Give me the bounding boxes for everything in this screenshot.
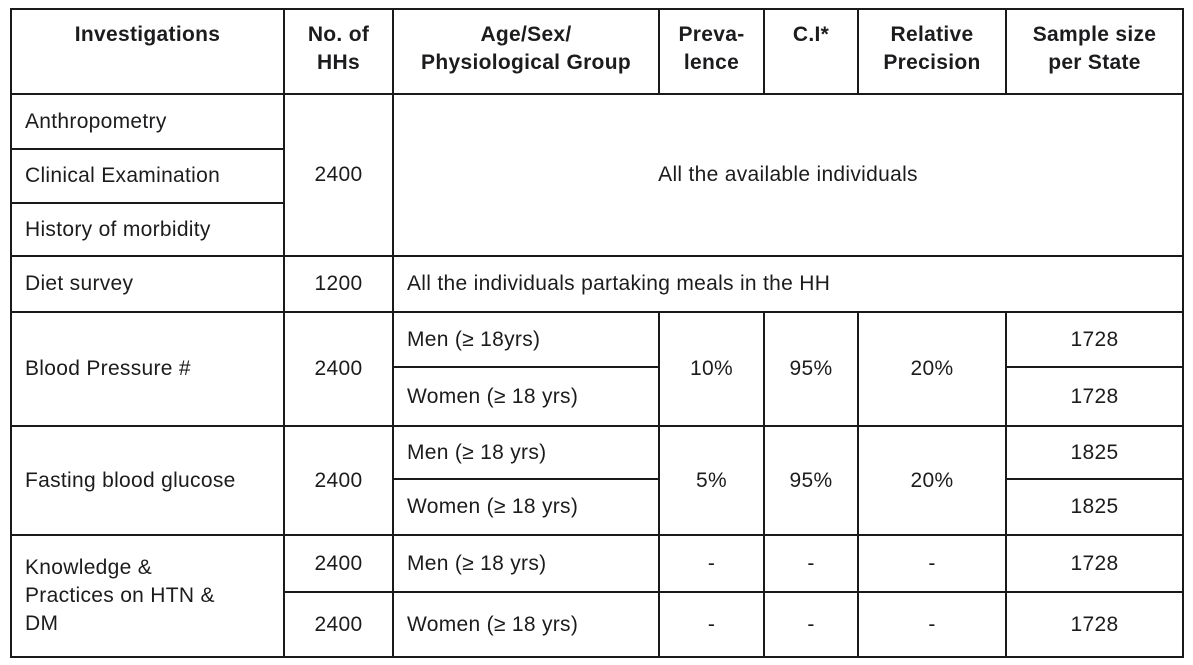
table-row: Women (≥ 18 yrs) 1825 [11,478,1184,536]
cell-kp-women-sample: 1728 [1005,591,1184,658]
cell-fbg-prevalence: 5% [658,425,765,536]
table-row: Knowledge & Practices on HTN & DM 2400 M… [10,534,1184,658]
cell-fbg-men: Men (≥ 18 yrs) [392,425,660,480]
cell-diet-hhs: 1200 [283,255,394,313]
cell-bp-men: Men (≥ 18yrs) [392,311,660,368]
table-row: History of morbidity [10,202,1183,257]
cell-kp-men-prevalence: - [658,534,765,593]
cell-fasting-blood-glucose: Fasting blood glucose [10,425,285,536]
cell-bp-women-sample: 1728 [1005,366,1184,427]
cell-anthro-group-hhs: 2400 [283,93,394,257]
cell-bp-prevalence: 10% [658,311,765,427]
table-row: Fasting blood glucose 2400 Men (≥ 18 yrs… [10,425,1184,536]
cell-bp-men-sample: 1728 [1005,311,1184,368]
table-row: Diet survey 1200 All the individuals par… [10,255,1184,313]
col-header-prevalence: Preva- lence [658,8,765,95]
cell-fbg-women: Women (≥ 18 yrs) [392,478,660,536]
survey-sampling-table: Investigations No. of HHs Age/Sex/ Physi… [10,8,1184,658]
cell-kp-men-hhs: 2400 [283,534,394,593]
header-row: Investigations No. of HHs Age/Sex/ Physi… [10,8,1184,95]
cell-history-of-morbidity: History of morbidity [10,202,285,257]
col-header-ci: C.I* [763,8,859,95]
table-row: Women (≥ 18 yrs) 1728 [11,366,1184,427]
table-row: Blood Pressure # 2400 Men (≥ 18yrs) 10% … [10,311,1184,427]
table-row: 2400 Women (≥ 18 yrs) - - - 1728 [11,591,1184,658]
col-header-relative-precision: Relative Precision [857,8,1007,95]
cell-fbg-ci: 95% [763,425,859,536]
cell-kp-women: Women (≥ 18 yrs) [392,591,660,658]
cell-blood-pressure: Blood Pressure # [10,311,285,427]
cell-fbg-men-sample: 1825 [1005,425,1184,480]
cell-fbg-hhs: 2400 [283,425,394,536]
cell-kp-women-relative-precision: - [857,591,1007,658]
cell-bp-hhs: 2400 [283,311,394,427]
col-header-investigations: Investigations [10,8,285,95]
cell-all-available-individuals: All the available individuals [392,93,1184,257]
cell-clinical-examination: Clinical Examination [10,148,285,204]
cell-kp-women-prevalence: - [658,591,765,658]
cell-kp-men-ci: - [763,534,859,593]
col-header-sample-size-per-state: Sample size per State [1005,8,1184,95]
cell-bp-women: Women (≥ 18 yrs) [392,366,660,427]
cell-kp-women-hhs: 2400 [283,591,394,658]
cell-kp-men-relative-precision: - [857,534,1007,593]
cell-fbg-relative-precision: 20% [857,425,1007,536]
cell-bp-relative-precision: 20% [857,311,1007,427]
table-row: Anthropometry 2400 All the available ind… [10,93,1184,257]
cell-diet-group: All the individuals partaking meals in t… [392,255,1184,313]
cell-diet-survey: Diet survey [10,255,285,313]
col-header-no-of-hhs: No. of HHs [283,8,394,95]
cell-kp-women-ci: - [763,591,859,658]
cell-bp-ci: 95% [763,311,859,427]
cell-kp-men: Men (≥ 18 yrs) [392,534,660,593]
cell-kp-men-sample: 1728 [1005,534,1184,593]
col-header-age-sex-group: Age/Sex/ Physiological Group [392,8,660,95]
cell-anthropometry: Anthropometry [10,93,285,150]
table-row: Clinical Examination [10,148,1183,204]
cell-knowledge-practices-htn-dm: Knowledge & Practices on HTN & DM [10,534,285,658]
cell-fbg-women-sample: 1825 [1005,478,1184,536]
